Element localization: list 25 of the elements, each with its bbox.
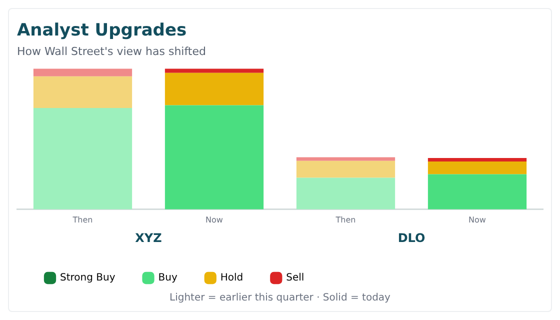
bar [164,72,264,106]
legend-label: Sell [286,272,304,284]
x-tick-label: Now [468,215,486,224]
text: XYZ [135,231,162,246]
chart-title: Analyst Upgrades [17,20,187,41]
bar [296,157,396,161]
legend-label: Hold [220,272,244,284]
legend-label: Buy [158,272,178,284]
bar [296,160,396,178]
x-tick-label: Now [206,215,224,224]
text: DLO [398,231,426,246]
text: Lighter = earlier this quarter · Solid = today [170,292,391,304]
legend-label: Strong Buy [60,272,116,284]
bar [164,68,264,73]
bar [33,68,132,76]
bar [428,158,527,162]
bar [428,162,527,174]
bar [33,76,132,108]
chart-subtitle: How Wall Street's view has shifted [17,44,206,58]
x-tick-label: Then [334,215,356,224]
bar [33,108,132,210]
bar [164,105,264,210]
x-tick-label: Then [72,215,93,224]
bar [428,174,527,210]
bar [296,178,396,210]
